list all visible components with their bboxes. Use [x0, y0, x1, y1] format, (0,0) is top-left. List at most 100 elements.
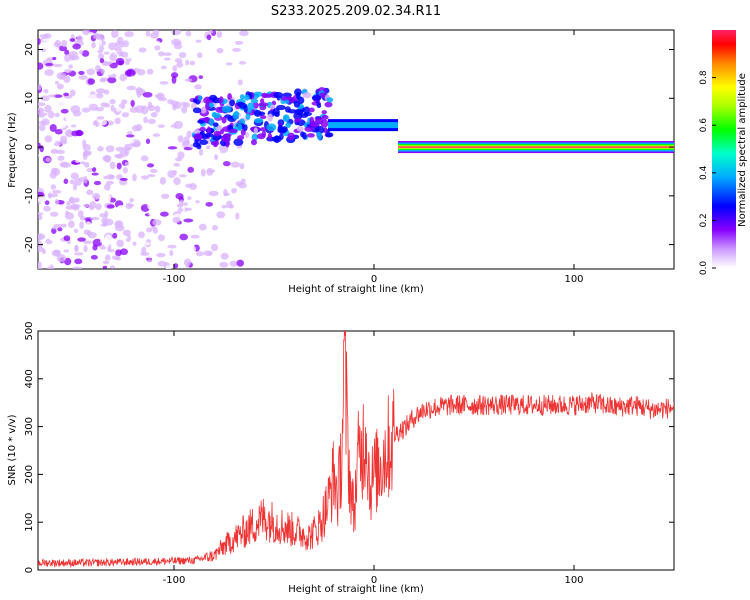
heatmap-noise-cell	[171, 148, 178, 154]
heatmap-noise-cell	[149, 32, 159, 39]
heatmap-noise-cell	[55, 149, 66, 155]
colorbar-ticks: 0.0 0.2 0.4 0.6 0.8	[699, 70, 716, 275]
heatmap-noise-cell	[72, 43, 81, 50]
heatmap-noise-cell	[195, 251, 204, 257]
heatmap-noise-cell	[213, 161, 223, 170]
heatmap-noise-cell	[65, 116, 72, 121]
heatmap-noise-cell	[86, 68, 96, 76]
heatmap-noise-cell	[43, 261, 51, 268]
colorbar-tick-label: 0.4	[699, 165, 709, 180]
heatmap-noise-cell	[96, 220, 103, 226]
heatmap-noise-cell	[97, 53, 105, 60]
heatmap-noise-cell	[222, 160, 231, 167]
snr-frame	[37, 330, 675, 571]
snr-ytick-label: 500	[24, 321, 35, 340]
heatmap-noise-cell	[147, 101, 153, 109]
heatmap-signal-cell	[326, 97, 334, 103]
heatmap-noise-cell	[95, 65, 101, 72]
heatmap-noise-cell	[104, 195, 111, 203]
heatmap-noise-cell	[163, 103, 173, 110]
heatmap-signal-cell	[247, 102, 255, 111]
colorbar-tick-label: 0.2	[699, 213, 709, 227]
heatmap-noise-cell	[107, 248, 115, 253]
heatmap-noise-cell	[82, 112, 87, 121]
heatmap-noise-cell	[238, 61, 247, 65]
heatmap-noise-cell	[83, 240, 93, 245]
heatmap-signal-cell	[253, 117, 264, 124]
heatmap-signal-cell	[251, 133, 259, 141]
heatmap-noise-cell	[167, 170, 176, 179]
heatmap-noise-cell	[49, 171, 57, 179]
heatmap-signal-cell	[276, 104, 286, 111]
heatmap-noise-cell	[102, 260, 110, 265]
heatmap-noise-cell	[74, 151, 84, 155]
heatmap-noise-cell	[167, 91, 172, 100]
heatmap-noise-cell	[127, 203, 135, 208]
heatmap-noise-cell	[122, 167, 128, 174]
heatmap-noise-cell	[142, 91, 153, 98]
heatmap-noise-cell	[54, 112, 60, 118]
heatmap-noise-cell	[149, 168, 158, 174]
heatmap-noise-cell	[157, 234, 165, 242]
heatmap-noise-cell	[150, 111, 158, 118]
heatmap-noise-cell	[105, 180, 114, 185]
heatmap-noise-cell	[41, 180, 46, 186]
heatmap-noise-cell	[124, 148, 130, 155]
heatmap-noise-cell	[60, 223, 67, 228]
heatmap-noise-cell	[192, 191, 203, 196]
heatmap-signal-cell	[259, 127, 267, 132]
heatmap-signal-cell	[229, 99, 236, 107]
heatmap-noise-cell	[191, 102, 197, 110]
heatmap-noise-cell	[132, 241, 137, 246]
heatmap-signal-cell	[304, 126, 315, 132]
snr-ytick-label: 400	[24, 369, 35, 388]
heatmap-noise-cell	[56, 83, 64, 90]
heatmap-signal-cell	[319, 92, 326, 98]
heatmap-noise-cell	[106, 204, 115, 209]
heatmap-noise-cell	[64, 49, 70, 56]
heatmap-signal-cell	[192, 98, 198, 104]
heatmap-noise-cell	[161, 193, 170, 200]
heatmap-noise-cell	[87, 232, 97, 239]
heatmap-noise-cell	[167, 146, 178, 150]
heatmap-noise-cell	[108, 42, 117, 51]
heatmap-noise-cell	[98, 45, 105, 51]
heatmap-noise-cell	[229, 260, 238, 267]
heatmap-noise-cell	[189, 39, 196, 45]
heatmap-noise-cell	[53, 142, 62, 147]
heatmap-noise-cell	[185, 64, 193, 68]
heatmap-noise-cell	[235, 181, 244, 187]
heatmap-noise-cell	[68, 50, 79, 59]
figure-title: S233.2025.209.02.34.R11	[271, 4, 441, 19]
colorbar-tick-label: 0.8	[699, 70, 709, 85]
heatmap-noise-cell	[76, 165, 83, 172]
heatmap-noise-cell	[140, 155, 149, 162]
heatmap-noise-cell	[185, 183, 193, 188]
heatmap-noise-cell	[95, 203, 102, 211]
heatmap-noise-cell	[92, 192, 101, 200]
heatmap-noise-cell	[52, 56, 57, 61]
heatmap-noise-cell	[239, 30, 249, 37]
heatmap-noise-cell	[38, 62, 44, 70]
heatmap-signal-cell	[227, 93, 232, 100]
heatmap-noise-cell	[143, 116, 148, 124]
heatmap-signal-cell	[295, 91, 300, 100]
spectrogram-xtick-label: 0	[371, 274, 377, 285]
heatmap-signal-cell	[213, 130, 221, 137]
heatmap-noise-cell	[225, 62, 233, 66]
heatmap-signal-cell	[274, 111, 280, 118]
heatmap-noise-cell	[99, 78, 107, 83]
heatmap-noise-cell	[145, 227, 153, 233]
heatmap-noise-cell	[73, 228, 79, 234]
heatmap-noise-cell	[126, 85, 136, 91]
heatmap-noise-cell	[100, 102, 108, 108]
heatmap-signal-cell	[258, 102, 269, 107]
heatmap-noise-cell	[38, 153, 43, 158]
heatmap-noise-cell	[64, 212, 75, 220]
heatmap-signal-cell	[197, 119, 205, 124]
heatmap-noise-cell	[198, 148, 204, 156]
heatmap-signal-cell	[302, 132, 307, 140]
heatmap-noise-cell	[83, 175, 88, 184]
heatmap-noise-cell	[140, 199, 148, 205]
heatmap-noise-cell	[64, 69, 72, 73]
